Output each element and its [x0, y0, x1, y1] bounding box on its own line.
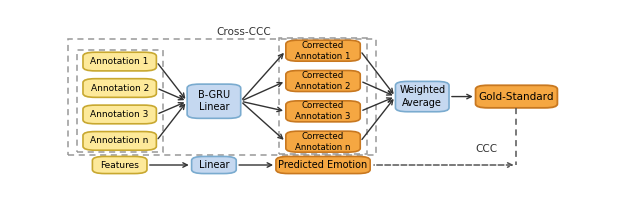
FancyBboxPatch shape	[83, 52, 156, 71]
FancyBboxPatch shape	[276, 156, 370, 174]
FancyBboxPatch shape	[92, 156, 147, 174]
FancyBboxPatch shape	[286, 101, 360, 122]
FancyBboxPatch shape	[191, 156, 236, 174]
Text: Corrected
Annotation n: Corrected Annotation n	[295, 132, 351, 152]
Bar	[280, 38, 367, 154]
Text: CCC: CCC	[476, 144, 498, 155]
Text: B-GRU
Linear: B-GRU Linear	[198, 90, 230, 113]
Text: Corrected
Annotation 2: Corrected Annotation 2	[295, 71, 351, 91]
FancyBboxPatch shape	[83, 79, 156, 97]
FancyBboxPatch shape	[286, 131, 360, 152]
Text: Annotation 1: Annotation 1	[90, 57, 149, 66]
FancyBboxPatch shape	[286, 70, 360, 92]
Text: Features: Features	[100, 161, 139, 169]
Text: Corrected
Annotation 3: Corrected Annotation 3	[295, 101, 351, 121]
Text: Weighted
Average: Weighted Average	[399, 85, 445, 108]
Text: Predicted Emotion: Predicted Emotion	[278, 160, 367, 170]
Text: Linear: Linear	[198, 160, 229, 170]
FancyBboxPatch shape	[83, 132, 156, 150]
Text: Annotation 2: Annotation 2	[90, 83, 149, 93]
FancyBboxPatch shape	[286, 40, 360, 61]
Text: Cross-CCC: Cross-CCC	[216, 27, 271, 37]
Text: Gold-Standard: Gold-Standard	[479, 92, 554, 102]
Bar	[68, 39, 376, 155]
Text: Annotation n: Annotation n	[90, 136, 149, 145]
Bar	[77, 50, 163, 152]
FancyBboxPatch shape	[476, 85, 557, 108]
FancyBboxPatch shape	[396, 81, 449, 112]
Text: Annotation 3: Annotation 3	[90, 110, 149, 119]
FancyBboxPatch shape	[187, 84, 241, 118]
Text: Corrected
Annotation 1: Corrected Annotation 1	[295, 41, 351, 61]
FancyBboxPatch shape	[83, 105, 156, 124]
